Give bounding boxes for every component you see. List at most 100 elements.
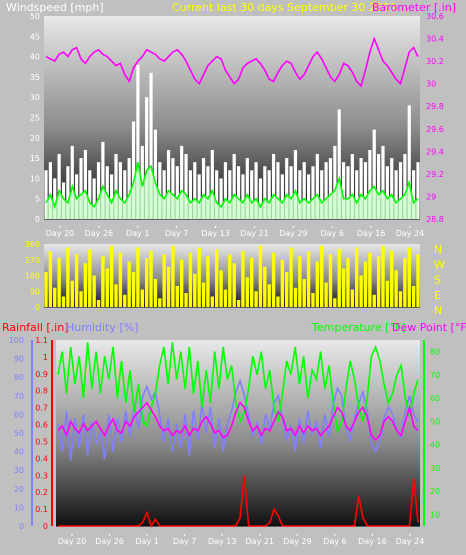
wind-y-tick-label: 0 bbox=[35, 215, 40, 224]
humidity-y-tick-label: 40 bbox=[14, 448, 24, 457]
wind-x-tick-label: Day 16 bbox=[357, 229, 386, 238]
dew-point-line bbox=[57, 401, 419, 442]
temperature-y-tick-label: 50 bbox=[430, 417, 440, 426]
barometer-y-tick-label: 29.6 bbox=[426, 125, 444, 134]
average-wind-line bbox=[45, 162, 419, 210]
winddir-plot-area bbox=[44, 244, 420, 307]
humidity-axis-title: Humidity [%] bbox=[66, 321, 138, 334]
compass-label: N bbox=[434, 304, 442, 317]
climate-x-tick-label: Day 24 bbox=[396, 537, 425, 546]
climate-plot-area bbox=[56, 340, 420, 526]
wind-y-tick-label: 35 bbox=[30, 73, 40, 82]
rainfall-y-tick-label: 0.6 bbox=[35, 421, 48, 430]
wind-y-tick-label: 20 bbox=[30, 134, 40, 143]
temperature-y-tick-label: 20 bbox=[430, 487, 440, 496]
barometer-y-tick-label: 29.2 bbox=[426, 170, 444, 179]
rain-humidity-temperature-panel: 0 10 20 30 40 50 60 70 80 90 100 0 0.1 0.2 0.3 0.4 0.5 0.… bbox=[9, 336, 440, 546]
dewpoint-axis-title: Dew Point [°F] bbox=[392, 321, 466, 334]
temperature-axis-title: Temperature [°F] bbox=[311, 321, 406, 334]
rainfall-y-tick-label: 0.3 bbox=[35, 471, 48, 480]
barometer-y-tick-label: 30.6 bbox=[426, 12, 444, 21]
humidity-y-tick-label: 10 bbox=[14, 503, 24, 512]
humidity-y-tick-label: 90 bbox=[14, 355, 24, 364]
wind-x-tick-label: Day 7 bbox=[165, 229, 188, 238]
rainfall-y-tick-label: 0.4 bbox=[35, 454, 48, 463]
wind-x-tick-label: Day 26 bbox=[85, 229, 114, 238]
climate-x-tick-label: Day 13 bbox=[208, 537, 237, 546]
barometer-y-tick-label: 30.4 bbox=[426, 35, 444, 44]
temperature-line bbox=[57, 342, 419, 434]
barometer-y-tick-label: 29.8 bbox=[426, 102, 444, 111]
rainfall-y-tick-label: 0.7 bbox=[35, 404, 48, 413]
humidity-y-tick-label: 30 bbox=[14, 466, 24, 475]
winddir-y-tick-label: 180 bbox=[25, 272, 40, 281]
wind-x-tick-label: Day 20 bbox=[46, 229, 75, 238]
wind-x-tick-label: Day 29 bbox=[279, 229, 308, 238]
climate-x-tick-label: Day 16 bbox=[358, 537, 387, 546]
rainfall-y-tick-label: 0 bbox=[43, 522, 48, 531]
winddir-y-tick-label: 360 bbox=[25, 240, 40, 249]
winddir-y-tick-label: 0 bbox=[35, 303, 40, 312]
winddir-y-tick-label: 90 bbox=[30, 287, 40, 296]
climate-x-tick-label: Day 29 bbox=[283, 537, 312, 546]
wind-y-tick-label: 10 bbox=[30, 174, 40, 183]
temperature-y-tick-label: 30 bbox=[430, 464, 440, 473]
humidity-y-tick-label: 100 bbox=[9, 336, 24, 345]
humidity-y-tick-label: 50 bbox=[14, 429, 24, 438]
climate-x-tick-label: Day 6 bbox=[323, 537, 346, 546]
wind-y-tick-label: 45 bbox=[30, 32, 40, 41]
barometer-y-tick-label: 30.2 bbox=[426, 57, 444, 66]
temperature-y-tick-label: 10 bbox=[430, 510, 440, 519]
wind-y-tick-label: 25 bbox=[30, 114, 40, 123]
climate-x-tick-label: Day 20 bbox=[58, 537, 87, 546]
compass-label: W bbox=[434, 258, 445, 271]
temperature-y-tick-label: 80 bbox=[430, 348, 440, 357]
average-wind-line-area bbox=[46, 162, 418, 219]
compass-label: N bbox=[434, 243, 442, 256]
rainfall-y-tick-label: 0.9 bbox=[35, 370, 48, 379]
humidity-y-tick-label: 80 bbox=[14, 373, 24, 382]
barometer-y-tick-label: 29 bbox=[426, 192, 436, 201]
climate-x-tick-label: Day 26 bbox=[95, 537, 124, 546]
humidity-y-tick-label: 70 bbox=[14, 392, 24, 401]
compass-label: S bbox=[434, 274, 441, 287]
rainfall-y-tick-label: 0.8 bbox=[35, 387, 48, 396]
temperature-y-tick-label: 40 bbox=[430, 441, 440, 450]
rainfall-axis-title: Rainfall [.in] bbox=[2, 321, 69, 334]
rainfall-y-tick-label: 0.1 bbox=[35, 505, 48, 514]
rainfall-y-tick-label: 1 bbox=[43, 353, 48, 362]
wind-x-tick-label: Day 1 bbox=[126, 229, 149, 238]
wind-y-tick-label: 40 bbox=[30, 53, 40, 62]
wind-y-tick-label: 30 bbox=[30, 93, 40, 102]
wind-x-tick-label: Day 6 bbox=[321, 229, 344, 238]
barometer-y-tick-label: 29.4 bbox=[426, 147, 444, 156]
barometer-axis-title: Barometer [.in] bbox=[372, 1, 456, 14]
humidity-y-tick-label: 60 bbox=[14, 410, 24, 419]
wind-y-tick-label: 5 bbox=[35, 195, 40, 204]
barometer-line bbox=[45, 36, 419, 88]
humidity-y-tick-label: 20 bbox=[14, 485, 24, 494]
wind-plot-area bbox=[44, 16, 420, 219]
rainfall-y-tick-label: 0.2 bbox=[35, 488, 48, 497]
wind-y-tick-label: 15 bbox=[30, 154, 40, 163]
winddir-y-tick-label: 270 bbox=[25, 256, 40, 265]
period-title: Current last 30 days September 30 2021 bbox=[172, 1, 397, 14]
wind-x-tick-label: Day 13 bbox=[201, 229, 230, 238]
rainfall-y-tick-label: 0.5 bbox=[35, 437, 48, 446]
temperature-y-tick-label: 70 bbox=[430, 371, 440, 380]
barometer-y-tick-label: 28.8 bbox=[426, 215, 444, 224]
humidity-y-tick-label: 0 bbox=[19, 522, 24, 531]
wind-x-tick-label: Day 24 bbox=[396, 229, 425, 238]
wind-barometer-panel: 0 5 10 15 20 25 30 35 40 45 50 28.8 29 29.2 29.4 29.6 29… bbox=[30, 12, 444, 238]
climate-x-tick-label: Day 21 bbox=[246, 537, 275, 546]
rainfall-y-tick-label: 1.1 bbox=[35, 336, 48, 345]
barometer-y-tick-label: 30 bbox=[426, 80, 436, 89]
temperature-y-tick-label: 60 bbox=[430, 394, 440, 403]
rainfall-line bbox=[58, 475, 419, 528]
wind-axis-title: Windspeed [mph] bbox=[6, 1, 104, 14]
compass-label: E bbox=[434, 289, 441, 302]
wind-y-tick-label: 50 bbox=[30, 12, 40, 21]
wind-x-tick-label: Day 21 bbox=[240, 229, 269, 238]
